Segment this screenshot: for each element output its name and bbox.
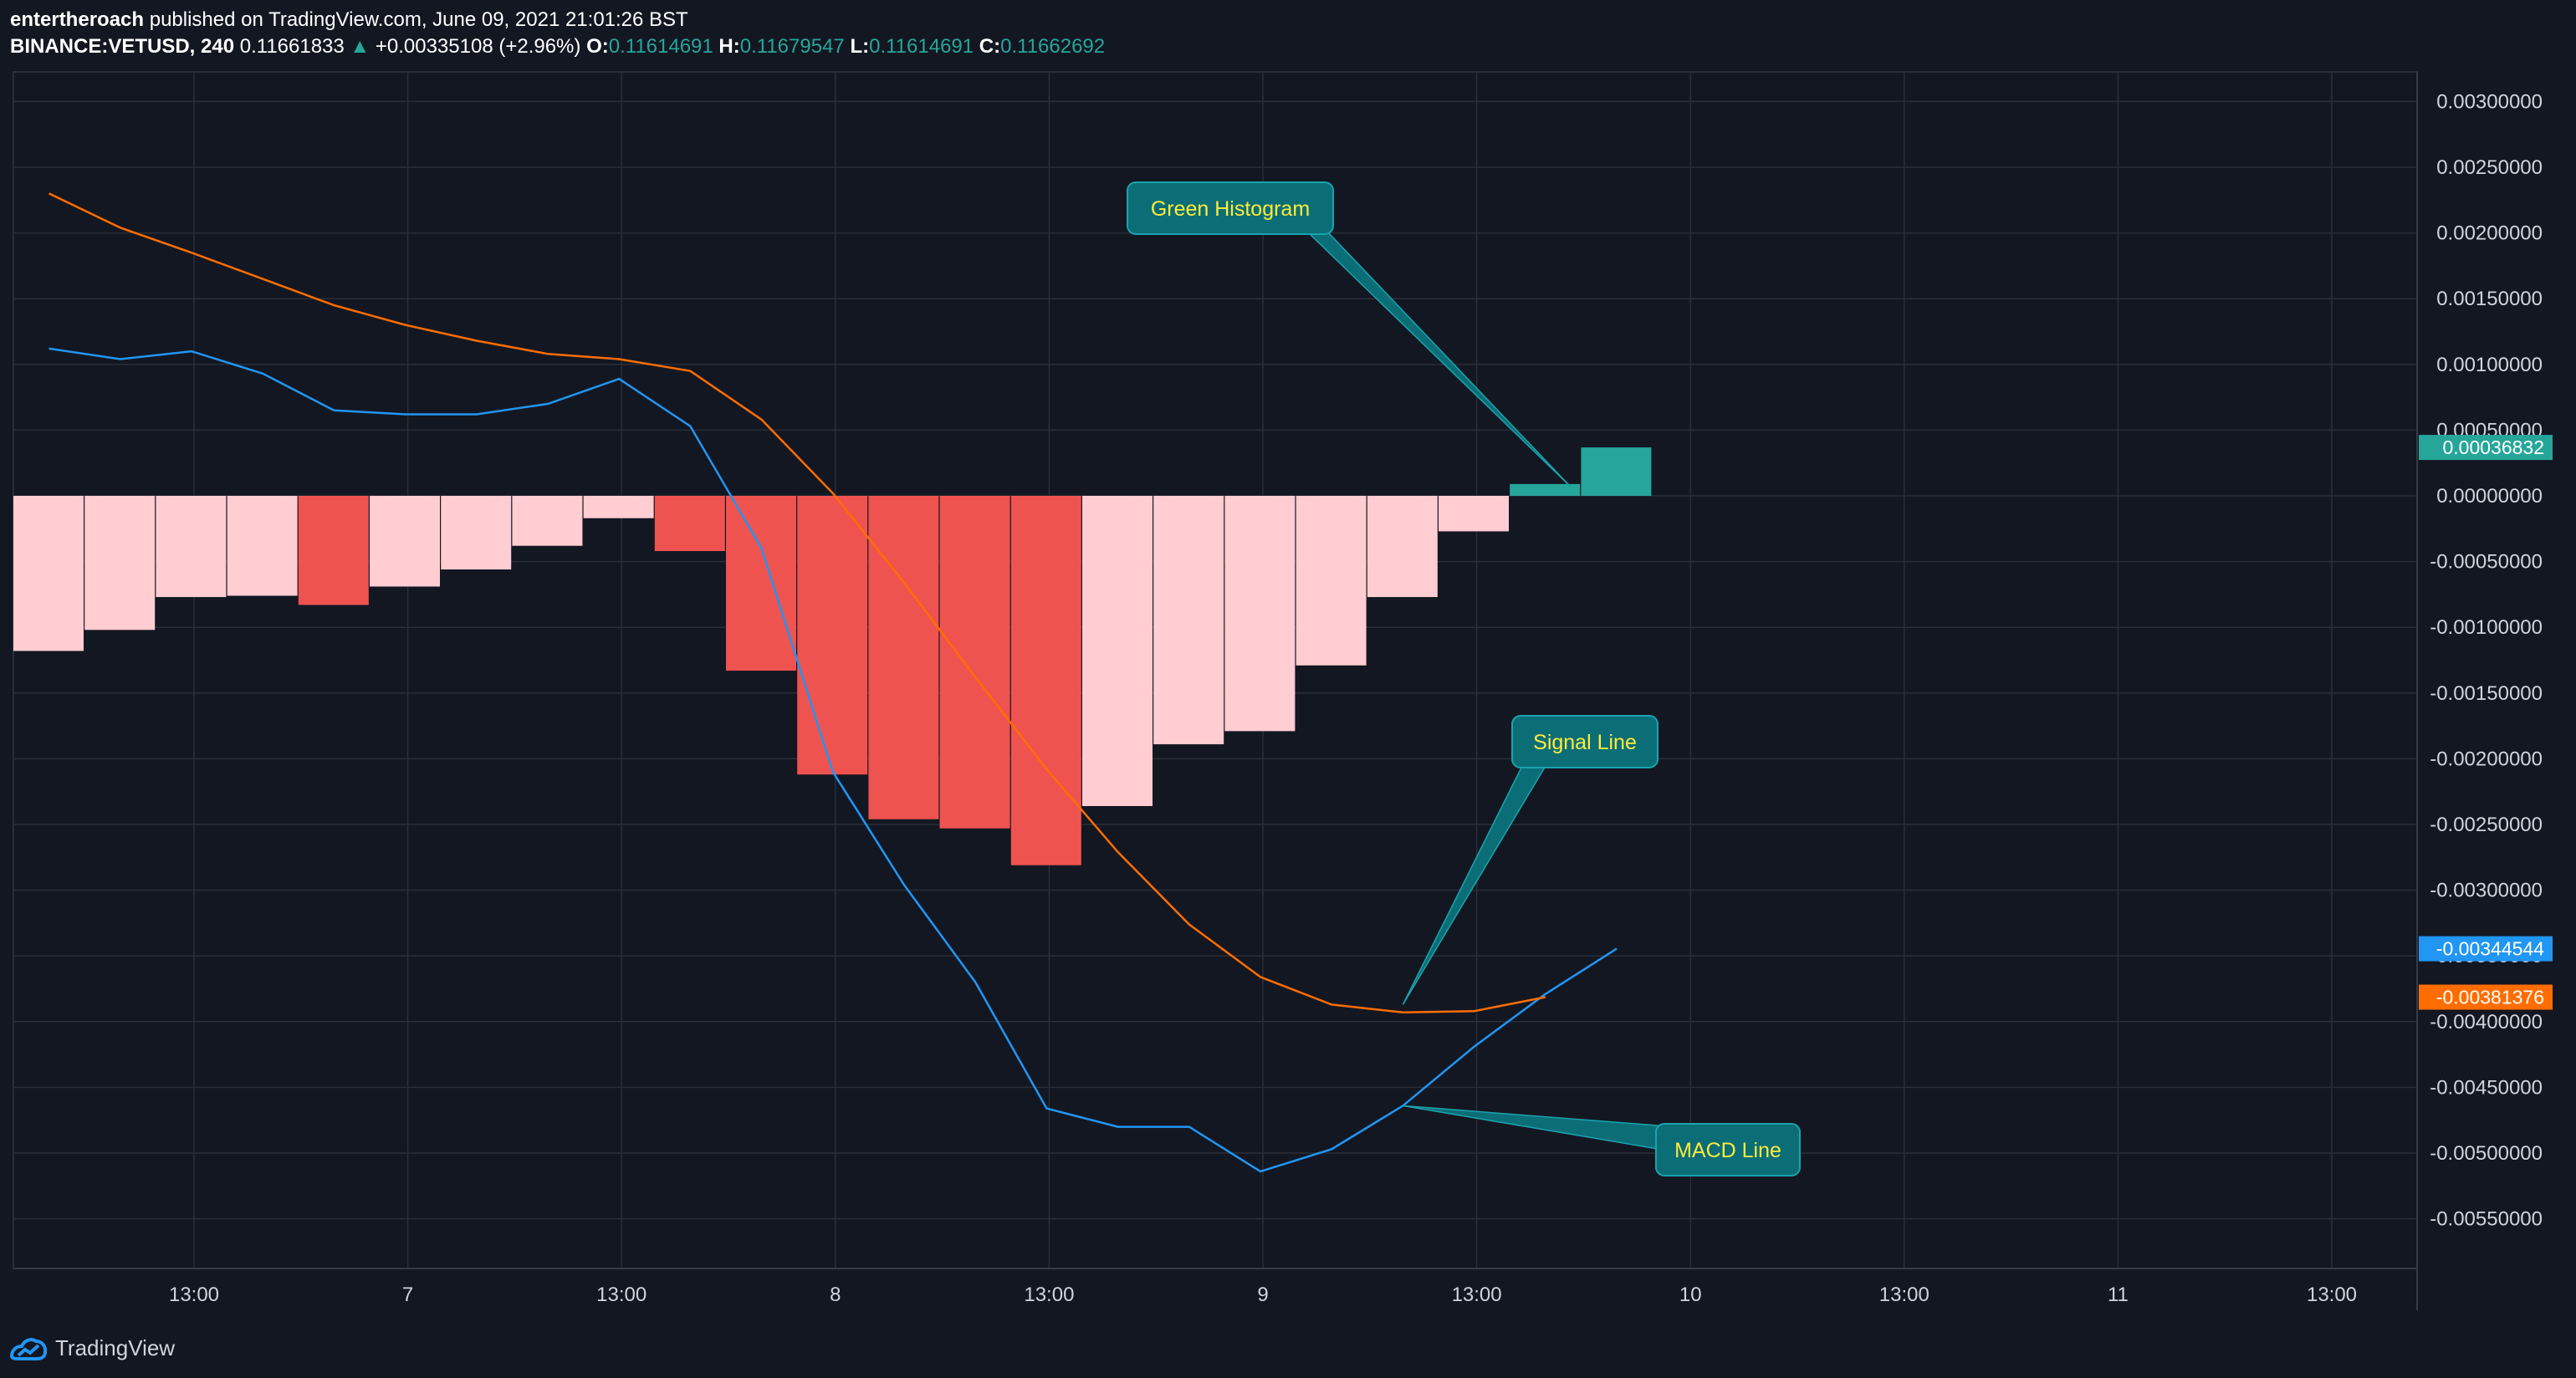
close-value: 0.11662692 [1000, 35, 1106, 58]
symbol-name[interactable]: BINANCE:VETUSD, 240 [10, 35, 235, 58]
y-tick-label: -0.00300000 [2430, 880, 2543, 902]
author-name[interactable]: entertheroach [10, 8, 145, 31]
histogram-bar[interactable] [370, 496, 440, 587]
callout-text: MACD Line [1674, 1139, 1781, 1162]
published-text: published on TradingView.com, June 09, 2… [144, 8, 688, 31]
x-tick-label: 11 [2108, 1284, 2129, 1306]
histogram-bar[interactable] [1367, 496, 1438, 598]
callout-pointer [1402, 765, 1547, 1005]
hist-price-label: 0.00036832 [2442, 436, 2544, 458]
y-tick-label: 0.00200000 [2436, 222, 2543, 245]
callout-pointer [1306, 232, 1572, 487]
symbol-info: BINANCE:VETUSD, 240 0.11661833 ▲ +0.0033… [10, 33, 1105, 60]
low-value: 0.11614691 [869, 35, 974, 58]
histogram-bar[interactable] [654, 496, 725, 552]
histogram-bar[interactable] [441, 496, 512, 570]
publish-info: entertheroach published on TradingView.c… [10, 7, 688, 33]
y-tick-label: 0.00100000 [2436, 354, 2543, 376]
x-tick-label: 13:00 [169, 1284, 219, 1306]
y-tick-label: -0.00100000 [2430, 616, 2543, 639]
hist-price-label-bg [2419, 435, 2553, 461]
x-tick-label: 13:00 [1024, 1284, 1074, 1306]
callout-text: Signal Line [1533, 731, 1637, 754]
last-price: 0.11661833 [239, 35, 345, 58]
histogram-bar[interactable] [512, 496, 583, 546]
x-tick-label: 13:00 [2307, 1284, 2357, 1306]
y-tick-label: 0.00000000 [2436, 485, 2543, 508]
y-tick-label: -0.00500000 [2430, 1142, 2543, 1165]
high-value: 0.11679547 [739, 35, 845, 58]
y-tick-label: -0.00050000 [2430, 551, 2543, 574]
histogram-bar[interactable] [227, 496, 298, 596]
x-tick-label: 9 [1257, 1284, 1268, 1306]
histogram-bar[interactable] [156, 496, 227, 598]
histogram-bar[interactable] [726, 496, 796, 671]
y-tick-label: 0.00300000 [2436, 90, 2543, 113]
signal-line[interactable] [49, 192, 1546, 1014]
signal-price-label: -0.00381376 [2436, 987, 2544, 1008]
histogram-bar[interactable] [1153, 496, 1224, 745]
macd-chart[interactable]: 0.00300000 0.00250000 0.00200000 0.00150000… [0, 0, 2576, 1321]
callout-box[interactable] [1655, 1123, 1801, 1176]
histogram-bar[interactable] [1581, 447, 1652, 496]
low-label: L: [850, 35, 870, 58]
change-arrow: ▲ [350, 35, 371, 58]
callout-text: Green Histogram [1151, 197, 1310, 221]
y-tick-label: 0.00250000 [2436, 156, 2543, 179]
macd-price-label-bg [2419, 936, 2553, 962]
y-tick-label: 0.00150000 [2436, 288, 2543, 310]
open-label: O: [586, 35, 609, 58]
histogram-bar[interactable] [84, 496, 156, 630]
y-tick-label: -0.00250000 [2430, 814, 2543, 836]
footer: TradingView [8, 1331, 175, 1365]
x-tick-label: 13:00 [1452, 1284, 1502, 1306]
histogram-bar[interactable] [868, 496, 939, 819]
high-label: H: [718, 35, 740, 58]
tradingview-logo-icon [9, 1338, 48, 1360]
price-change: +0.00335108 (+2.96%) [375, 35, 581, 58]
histogram-bar[interactable] [1010, 496, 1081, 865]
callout-pointer [1403, 1105, 1659, 1150]
histogram-bar[interactable] [583, 496, 654, 518]
signal-price-label-bg [2419, 984, 2553, 1010]
histogram-bar[interactable] [1082, 496, 1153, 806]
histogram-bar[interactable] [1510, 483, 1581, 496]
open-value: 0.11614691 [608, 35, 713, 58]
footer-brand[interactable]: TradingView [55, 1335, 176, 1360]
x-tick-label: 10 [1679, 1284, 1702, 1306]
macd-price-label: -0.00344544 [2436, 938, 2544, 960]
y-tick-label: -0.00550000 [2430, 1208, 2543, 1231]
callout-box[interactable] [1127, 181, 1334, 235]
macd-line[interactable] [49, 347, 1618, 1173]
callout-box[interactable] [1511, 715, 1659, 768]
x-tick-label: 7 [402, 1284, 413, 1306]
histogram-bar[interactable] [797, 496, 868, 775]
y-tick-label: -0.00400000 [2430, 1011, 2543, 1034]
histogram-bar[interactable] [1224, 496, 1296, 732]
histogram-bar[interactable] [939, 496, 1010, 829]
y-tick-label: -0.00150000 [2430, 682, 2543, 705]
histogram-bar[interactable] [1439, 496, 1509, 532]
x-tick-label: 8 [830, 1284, 841, 1306]
x-tick-label: 13:00 [596, 1284, 647, 1306]
histogram-bar[interactable] [1296, 496, 1367, 666]
y-tick-label: -0.00450000 [2430, 1076, 2543, 1099]
x-tick-label: 13:00 [1879, 1284, 1929, 1306]
y-tick-label: -0.00200000 [2430, 748, 2543, 770]
histogram-bar[interactable] [13, 496, 84, 651]
histogram-bar[interactable] [298, 496, 369, 605]
close-label: C: [979, 35, 1001, 58]
